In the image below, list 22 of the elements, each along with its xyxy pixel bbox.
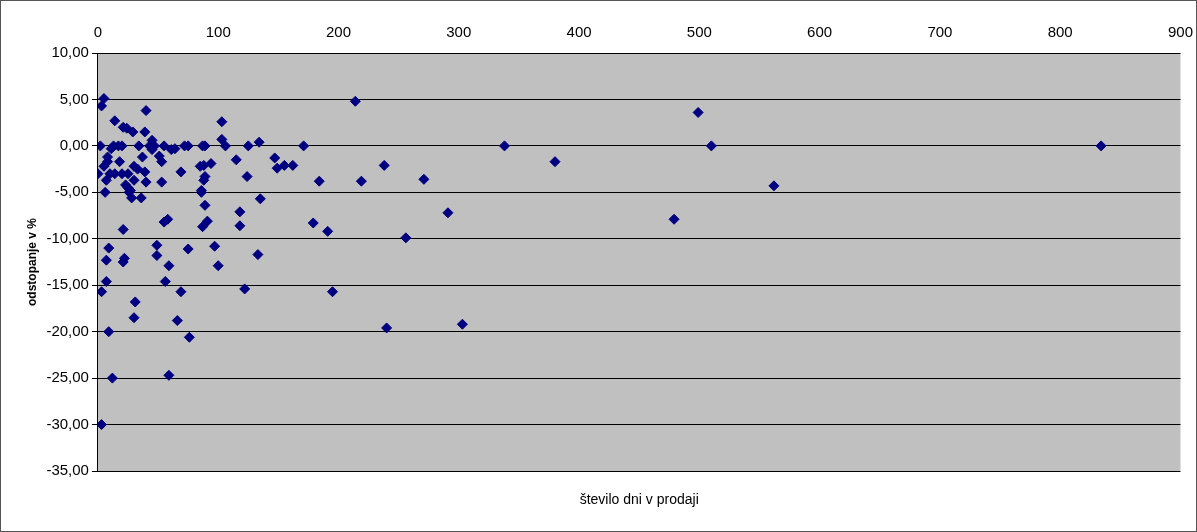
x-tick-label: 100	[205, 23, 231, 41]
x-tick-label: 400	[566, 23, 592, 41]
y-tick-label: -30,00	[46, 414, 89, 432]
y-axis-title: odstopanje v %	[24, 217, 39, 307]
y-tick-label: -35,00	[46, 461, 89, 479]
x-tick-label: 900	[1167, 23, 1193, 41]
x-axis-title: število dni v prodaji	[579, 490, 699, 507]
x-tick-label: 0	[93, 23, 103, 41]
y-tick-label: 10,00	[51, 43, 89, 61]
y-tick-label: -25,00	[46, 368, 89, 386]
y-tick-label: -5,00	[54, 182, 89, 200]
x-tick-label: 300	[446, 23, 472, 41]
x-tick-label: 500	[686, 23, 712, 41]
y-tick-label: 0,00	[59, 136, 89, 154]
y-tick-label: 5,00	[59, 89, 89, 107]
x-tick-label: 200	[325, 23, 352, 41]
y-tick-label: -15,00	[46, 275, 89, 293]
y-tick-label: -10,00	[46, 228, 89, 246]
x-tick-label: 800	[1047, 23, 1073, 41]
x-tick-label: 700	[927, 23, 953, 41]
y-tick-label: -20,00	[46, 321, 89, 339]
x-tick-label: 600	[807, 23, 833, 41]
